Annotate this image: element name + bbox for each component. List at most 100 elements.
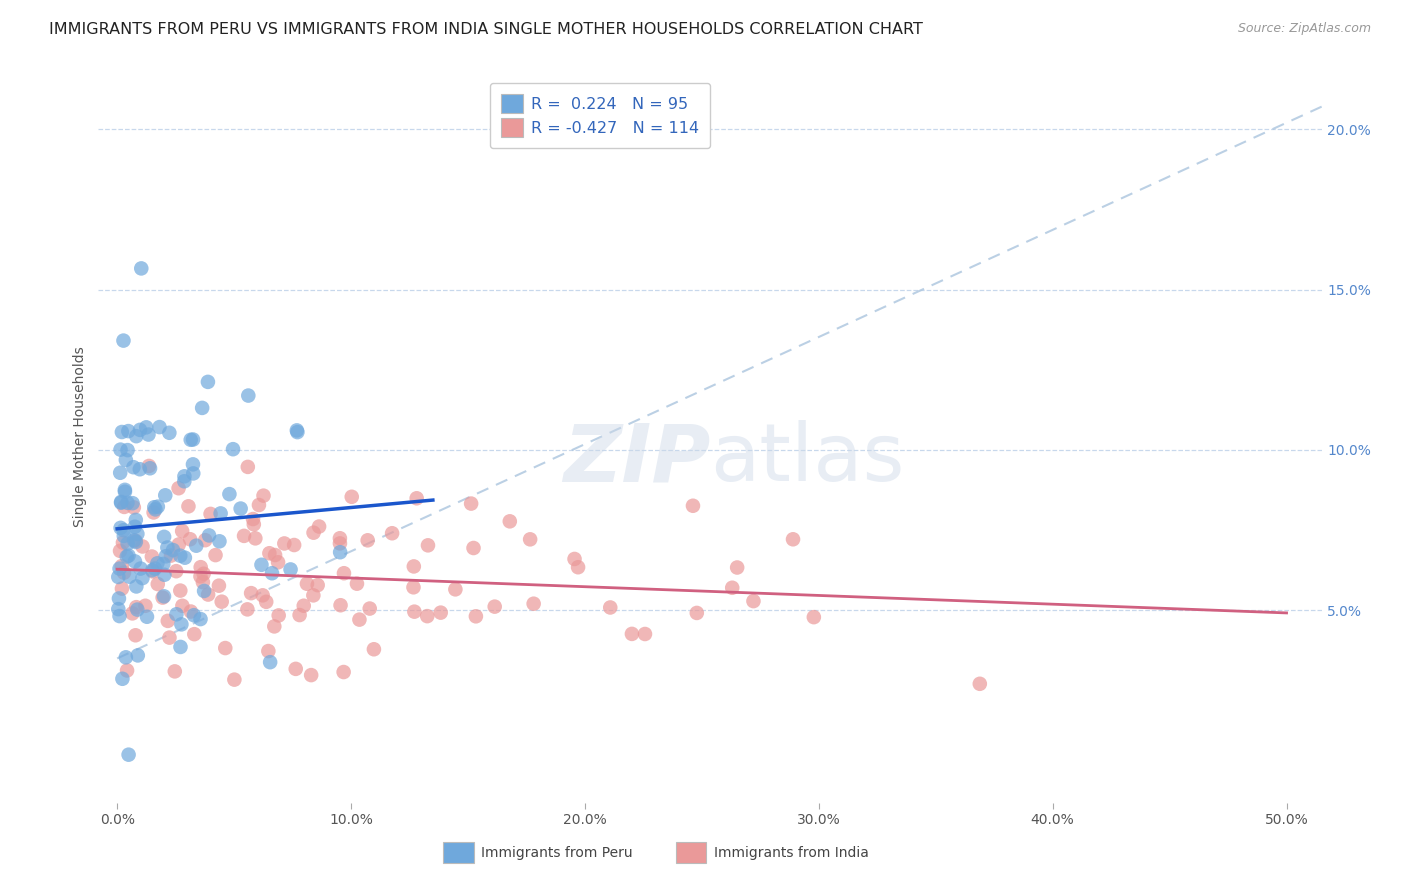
Point [162,543,184,558]
Point [125,513,148,527]
Point [136,609,159,624]
Point [152,557,174,571]
Point [131,571,153,585]
Point [599,600,621,615]
Point [115,549,138,564]
Point [211,595,233,609]
Point [165,607,187,622]
Point [139,461,162,475]
Point [229,501,252,516]
Point [157,425,180,440]
Point [283,538,305,552]
Legend: R =  0.224   N = 95, R = -0.427   N = 114: R = 0.224 N = 95, R = -0.427 N = 114 [489,83,710,148]
Point [169,640,191,654]
Point [429,606,451,620]
Point [267,555,290,569]
Point [191,401,214,415]
Point [307,578,329,592]
Point [288,608,311,623]
Point [280,562,302,576]
Point [138,427,160,442]
Point [299,668,322,682]
Point [198,528,221,542]
Point [254,595,277,609]
Point [142,565,165,579]
Point [114,484,136,499]
Point [567,560,589,574]
Point [125,535,148,549]
Point [721,581,744,595]
Point [118,570,141,584]
Point [329,545,352,559]
Point [108,609,131,624]
Point [131,540,153,554]
Point [208,579,231,593]
Point [177,500,200,514]
Point [114,483,136,497]
Point [381,526,404,541]
Point [267,608,290,623]
Point [163,665,186,679]
Point [349,613,371,627]
Point [111,672,134,686]
Point [179,533,201,547]
Point [143,500,166,515]
Point [193,566,215,581]
Point [181,458,204,472]
Point [519,533,541,547]
Point [125,600,148,615]
Point [143,561,166,575]
Point [148,420,170,434]
Point [138,458,160,473]
Point [173,469,195,483]
Point [167,537,190,551]
Point [153,590,176,604]
Point [112,566,135,580]
Point [111,535,134,549]
Point [124,533,146,548]
Point [112,529,135,543]
Point [444,582,467,597]
Point [172,524,194,538]
Point [112,334,135,348]
Point [190,569,212,583]
Point [108,591,131,606]
Point [108,544,131,558]
Text: Immigrants from India: Immigrants from India [714,846,869,860]
Point [146,557,169,571]
Point [252,588,274,602]
Point [169,583,191,598]
Point [108,466,131,480]
Text: atlas: atlas [710,420,904,498]
Point [117,424,139,438]
Point [170,617,193,632]
Point [110,496,132,510]
Point [329,531,352,545]
Point [222,442,245,457]
Point [152,591,174,605]
Point [165,564,187,578]
Text: ZIP: ZIP [562,420,710,498]
Point [122,500,145,515]
Point [112,523,135,537]
Point [194,533,217,548]
Point [180,433,202,447]
Point [156,541,179,555]
Point [117,536,139,550]
Point [402,580,425,594]
Point [250,558,273,572]
Point [233,529,256,543]
Point [115,650,138,665]
Text: Immigrants from Peru: Immigrants from Peru [481,846,633,860]
Point [125,579,148,593]
Point [264,548,287,562]
Point [332,665,354,679]
Point [173,475,195,489]
Point [523,597,546,611]
Point [146,500,169,514]
Point [329,536,352,550]
Point [167,481,190,495]
Point [725,560,748,574]
Point [243,517,266,532]
Point [208,534,231,549]
